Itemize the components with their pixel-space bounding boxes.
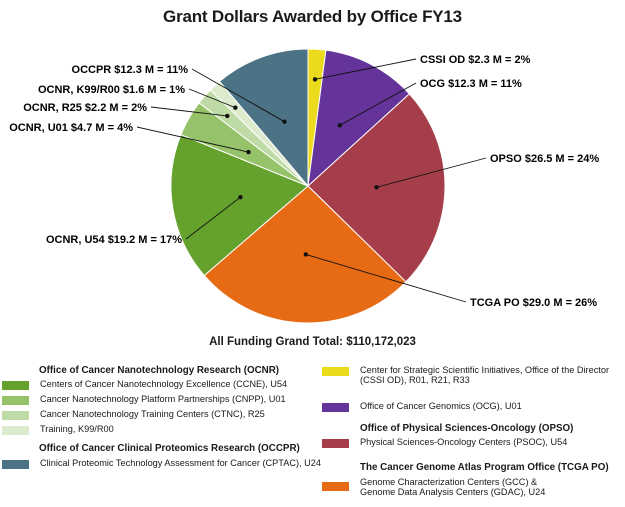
leader-line <box>376 157 487 188</box>
leader-line <box>185 196 241 240</box>
leader-line <box>339 82 417 126</box>
legend-heading-occpr: Office of Cancer Clinical Proteomics Res… <box>39 443 300 454</box>
pie-chart: CSSI OD $2.3 M = 2% OCG $12.3 M = 11% OPSO… <box>9 48 599 324</box>
legend-swatch <box>2 411 29 420</box>
leader-line <box>191 68 285 123</box>
legend-item-cssi: Center for Strategic Scientific Initiati… <box>322 365 609 385</box>
slice-label: OCNR, R25 $2.2 M = 2% <box>23 102 147 114</box>
legend-item-ctnc: Cancer Nanotechnology Training Centers (… <box>2 409 265 420</box>
legend-item-label: Center for Strategic Scientific Initiati… <box>360 365 609 385</box>
leader-dot <box>303 252 309 257</box>
legend-item-psoc: Physical Sciences-Oncology Centers (PSOC… <box>322 437 567 448</box>
legend-swatch <box>2 381 29 390</box>
grand-total: All Funding Grand Total: $110,172,023 <box>209 336 416 348</box>
leader-line <box>305 254 467 303</box>
slice-label: OCG $12.3 M = 11% <box>420 78 522 90</box>
legend-heading-opso: Office of Physical Sciences-Oncology (OP… <box>360 423 574 434</box>
legend-item-label: Genome Characterization Centers (GCC) & … <box>360 477 545 497</box>
legend-swatch <box>322 439 349 448</box>
leader-line <box>150 106 228 117</box>
pie-slice-ocg <box>307 49 411 188</box>
legend-swatch <box>322 403 349 412</box>
legend-swatch <box>322 367 349 376</box>
legend-heading-tcga: The Cancer Genome Atlas Program Office (… <box>360 462 609 473</box>
leader-dot <box>337 123 342 128</box>
legend-item-label: Training, K99/R00 <box>40 424 114 434</box>
slice-label: OCNR, U01 $4.7 M = 4% <box>9 122 133 134</box>
legend-item-ocg: Office of Cancer Genomics (OCG), U01 <box>322 401 522 412</box>
legend-item-label: Physical Sciences-Oncology Centers (PSOC… <box>360 437 568 447</box>
legend-item-label: Centers of Cancer Nanotechnology Excelle… <box>40 379 288 389</box>
legend-item-label: Clinical Proteomic Technology Assessment… <box>40 458 322 468</box>
legend-swatch <box>2 426 29 435</box>
legend-cssi-line1: Center for Strategic Scientific Initiati… <box>360 365 610 375</box>
leader-line <box>314 58 417 80</box>
leader-line <box>136 126 249 153</box>
legend-item-label: Office of Cancer Genomics (OCG), U01 <box>360 401 522 411</box>
legend-tcga-line2: Genome Data Analysis Centers (GDAC), U24 <box>360 487 546 497</box>
legend-swatch <box>2 396 29 405</box>
slice-label: OCCPR $12.3 M = 11% <box>72 64 189 76</box>
legend-cssi-line2: (CSSI OD), R01, R21, R33 <box>360 375 470 385</box>
legend-item-label: Cancer Nanotechnology Training Centers (… <box>40 409 265 419</box>
slice-label: OCNR, U54 $19.2 M = 17% <box>46 234 182 246</box>
legend-item-cnpp: Cancer Nanotechnology Platform Partnersh… <box>2 394 286 405</box>
legend-heading-ocnr: Office of Cancer Nanotechnology Research… <box>39 365 280 376</box>
legend-swatch <box>2 460 29 469</box>
chart-title: Grant Dollars Awarded by Office FY13 <box>163 7 462 26</box>
pie-slice-ocnr-u54 <box>170 134 309 277</box>
legend-item-label: Cancer Nanotechnology Platform Partnersh… <box>40 394 286 404</box>
legend-tcga-line1: Genome Characterization Centers (GCC) & <box>360 477 538 487</box>
slice-label: TCGA PO $29.0 M = 26% <box>470 297 597 309</box>
slice-label: OCNR, K99/R00 $1.6 M = 1% <box>38 84 185 96</box>
slice-label: OPSO $26.5 M = 24% <box>490 153 599 165</box>
leader-line <box>188 88 236 109</box>
legend-item-ccne: Centers of Cancer Nanotechnology Excelle… <box>2 379 287 390</box>
legend-swatch <box>322 482 349 491</box>
slice-label: CSSI OD $2.3 M = 2% <box>420 54 531 66</box>
legend-item-cptac: Clinical Proteomic Technology Assessment… <box>2 458 321 469</box>
legend-item-gcc-gdac: Genome Characterization Centers (GCC) & … <box>322 477 545 497</box>
pie-slice-occpr <box>218 48 309 188</box>
legend-item-training: Training, K99/R00 <box>2 424 114 435</box>
